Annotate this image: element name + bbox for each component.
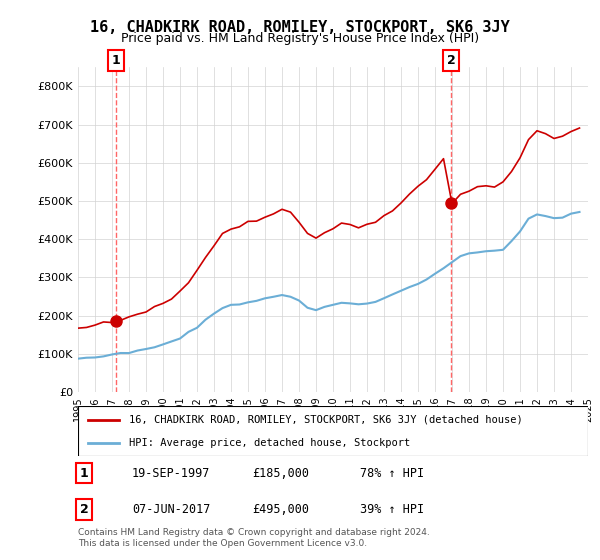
- Text: 16, CHADKIRK ROAD, ROMILEY, STOCKPORT, SK6 3JY (detached house): 16, CHADKIRK ROAD, ROMILEY, STOCKPORT, S…: [129, 414, 523, 424]
- Text: 39% ↑ HPI: 39% ↑ HPI: [360, 503, 424, 516]
- Text: £495,000: £495,000: [252, 503, 309, 516]
- FancyBboxPatch shape: [78, 406, 588, 456]
- Text: Price paid vs. HM Land Registry's House Price Index (HPI): Price paid vs. HM Land Registry's House …: [121, 32, 479, 45]
- Text: 2: 2: [446, 54, 455, 67]
- Text: 2: 2: [80, 503, 88, 516]
- Text: HPI: Average price, detached house, Stockport: HPI: Average price, detached house, Stoc…: [129, 438, 410, 448]
- Text: 1: 1: [80, 466, 88, 480]
- Text: 07-JUN-2017: 07-JUN-2017: [132, 503, 211, 516]
- Text: 78% ↑ HPI: 78% ↑ HPI: [360, 466, 424, 480]
- Text: £185,000: £185,000: [252, 466, 309, 480]
- Text: 1: 1: [112, 54, 120, 67]
- Text: 19-SEP-1997: 19-SEP-1997: [132, 466, 211, 480]
- Text: 16, CHADKIRK ROAD, ROMILEY, STOCKPORT, SK6 3JY: 16, CHADKIRK ROAD, ROMILEY, STOCKPORT, S…: [90, 20, 510, 35]
- Text: Contains HM Land Registry data © Crown copyright and database right 2024.
This d: Contains HM Land Registry data © Crown c…: [78, 528, 430, 548]
